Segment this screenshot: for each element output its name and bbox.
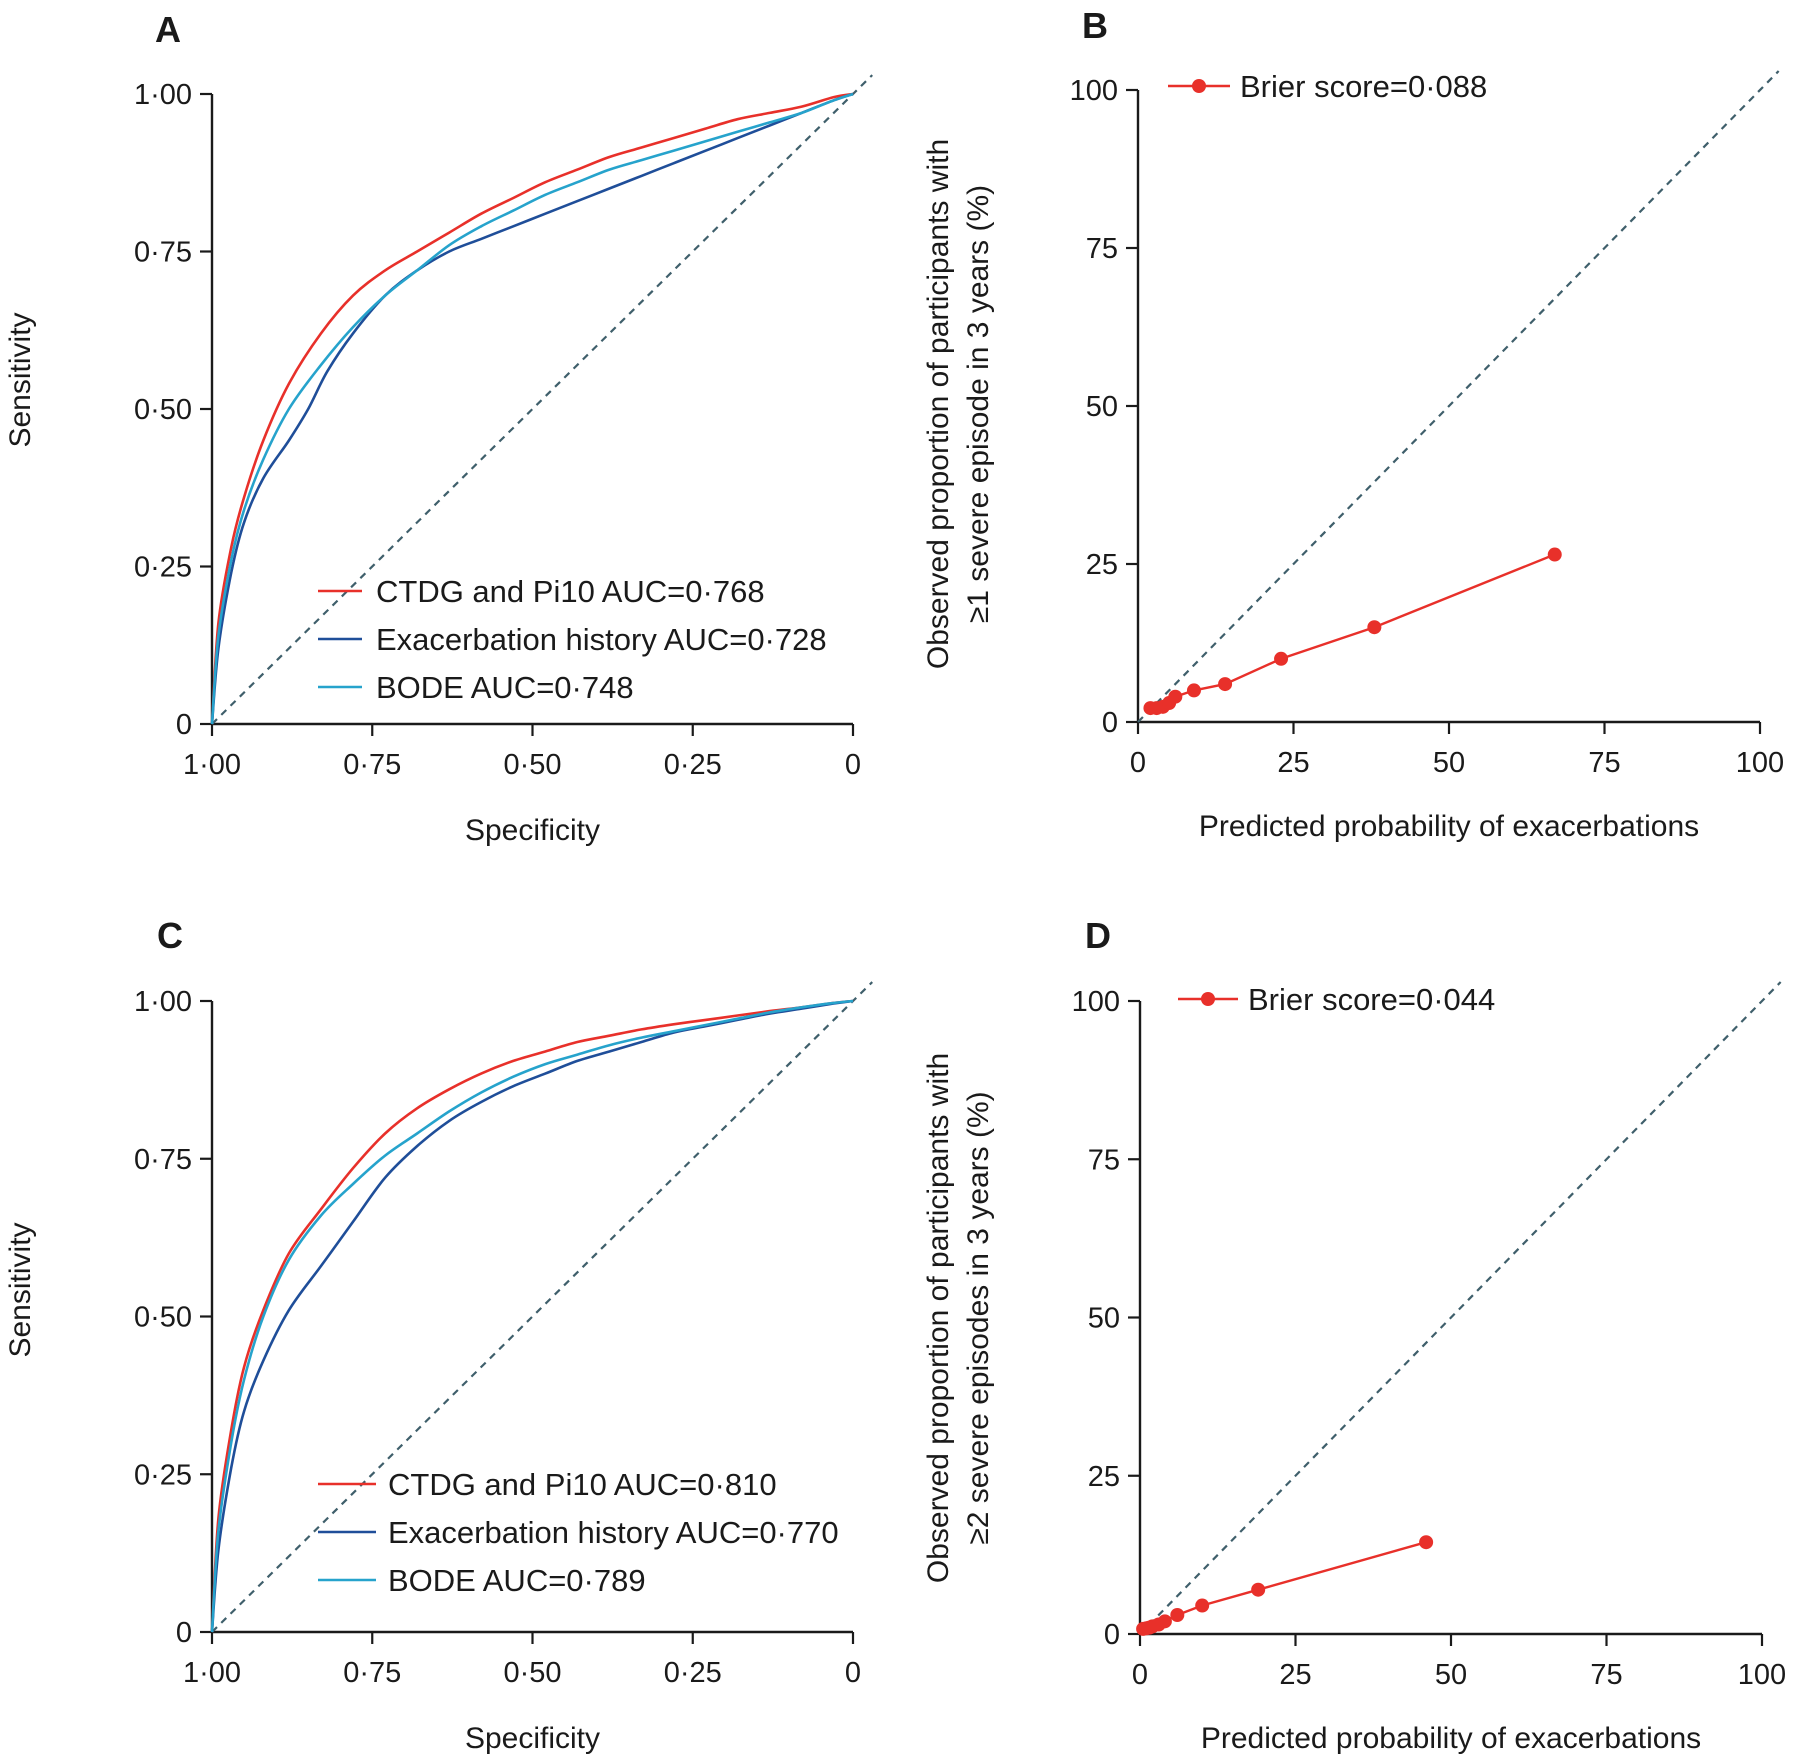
calibration-line: [1142, 1541, 1427, 1631]
legend-label: Exacerbation history AUC=0·728: [376, 622, 827, 657]
y-tick-label: 0: [1104, 1619, 1120, 1651]
y-tick-label: 0·25: [134, 552, 192, 584]
calibration-point: [1367, 620, 1382, 635]
y-tick-label: 1·00: [134, 79, 192, 111]
x-tick-label: 0·75: [343, 1657, 401, 1689]
y-tick-label: 100: [1070, 75, 1118, 107]
calibration-point: [1170, 1608, 1185, 1623]
y-axis-title: Observed proportion of participants with…: [922, 1053, 995, 1583]
x-axis-title: Specificity: [465, 1722, 600, 1755]
calibration-point: [1419, 1535, 1434, 1550]
roc-curve-exacerbation: [210, 92, 854, 725]
panel-letter: D: [1085, 915, 1111, 956]
x-axis-title: Predicted probability of exacerbations: [1199, 810, 1699, 843]
panel-d: D 0 25 50 75 100 0 25 50 75 100 Predicted probabili…: [922, 915, 1786, 1755]
y-tick-label: 0·50: [134, 394, 192, 426]
y-tick-label: 0·50: [134, 1302, 192, 1334]
x-tick-label: 100: [1736, 747, 1784, 779]
calibration-point: [1168, 689, 1183, 704]
calibration-point: [1218, 677, 1233, 692]
legend-label: BODE AUC=0·748: [376, 670, 634, 705]
y-tick-label: 50: [1088, 1303, 1120, 1335]
y-axis-title: Sensitivity: [4, 1222, 37, 1357]
y-axis-title: Observed proportion of participants with…: [922, 139, 995, 669]
legend-label: CTDG and Pi10 AUC=0·810: [388, 1467, 777, 1502]
reference-diagonal-line: [211, 981, 874, 1633]
roc-curve-ctdg: [210, 92, 854, 725]
y-tick-label: 75: [1088, 1144, 1120, 1176]
x-tick-label: 0: [1132, 1659, 1148, 1691]
y-tick-label: 25: [1088, 1461, 1120, 1493]
y-tick-label: 50: [1086, 391, 1118, 423]
roc-curve-ctdg: [210, 999, 854, 1633]
y-tick-label: 75: [1086, 233, 1118, 265]
reference-diagonal-line: [1137, 70, 1780, 723]
y-tick-label: 0: [176, 1617, 192, 1649]
x-tick-label: 0: [1130, 747, 1146, 779]
calibration-point: [1547, 547, 1562, 562]
x-tick-label: 25: [1277, 747, 1309, 779]
legend-label: Exacerbation history AUC=0·770: [388, 1515, 839, 1550]
x-tick-label: 75: [1588, 747, 1620, 779]
panel-letter: C: [157, 915, 183, 956]
panel-c: C 0 0·25 0·50 0·75 1·00 1·00 0·75 0·50 0·25 0 Speci…: [4, 915, 874, 1755]
y-tick-label: 25: [1086, 549, 1118, 581]
x-tick-label: 0·50: [503, 749, 561, 781]
reference-diagonal-line: [211, 74, 874, 725]
legend-label: Brier score=0·088: [1240, 69, 1487, 104]
x-tick-label: 0·25: [664, 749, 722, 781]
x-tick-label: 0·75: [343, 749, 401, 781]
y-tick-label: 0·75: [134, 237, 192, 269]
calibration-point: [1251, 1582, 1266, 1597]
x-tick-label: 50: [1435, 1659, 1467, 1691]
x-tick-label: 0·25: [664, 1657, 722, 1689]
x-tick-label: 75: [1590, 1659, 1622, 1691]
y-tick-label: 0: [176, 709, 192, 741]
reference-diagonal-line: [1139, 981, 1782, 1635]
x-tick-label: 0·50: [503, 1657, 561, 1689]
y-tick-label: 1·00: [134, 986, 192, 1018]
legend-marker: [1201, 992, 1215, 1006]
calibration-point: [1195, 1598, 1210, 1613]
x-tick-label: 0: [845, 1657, 861, 1689]
x-tick-label: 100: [1738, 1659, 1786, 1691]
panel-b: B 0 25 50 75 100 0 25 50 75 100 Predicted probabili…: [922, 5, 1784, 843]
legend-marker: [1192, 79, 1206, 93]
calibration-point: [1274, 651, 1289, 666]
x-tick-label: 50: [1433, 747, 1465, 779]
roc-curve-bode: [210, 999, 854, 1633]
panel-letter: B: [1082, 5, 1108, 46]
x-axis-title: Specificity: [465, 814, 600, 847]
y-tick-label: 0·75: [134, 1144, 192, 1176]
y-axis-title: Sensitivity: [4, 312, 37, 447]
x-tick-label: 25: [1279, 1659, 1311, 1691]
legend-label: CTDG and Pi10 AUC=0·768: [376, 574, 765, 609]
legend-label: BODE AUC=0·789: [388, 1563, 646, 1598]
x-axis-title: Predicted probability of exacerbations: [1201, 1722, 1701, 1755]
calibration-point: [1157, 1614, 1172, 1629]
panel-letter: A: [155, 9, 181, 50]
x-tick-label: 1·00: [183, 749, 241, 781]
y-tick-label: 100: [1072, 986, 1120, 1018]
calibration-point: [1186, 683, 1201, 698]
y-tick-label: 0: [1102, 707, 1118, 739]
x-tick-label: 1·00: [183, 1657, 241, 1689]
y-tick-label: 0·25: [134, 1459, 192, 1491]
roc-curve-bode: [210, 92, 854, 725]
legend-label: Brier score=0·044: [1248, 982, 1495, 1017]
calibration-line: [1150, 553, 1556, 710]
panel-a: A 0 0·25 0·50 0·75 1·00 1·00 0·75 0·50 0·25 0 Speci…: [4, 9, 874, 847]
x-tick-label: 0: [845, 749, 861, 781]
